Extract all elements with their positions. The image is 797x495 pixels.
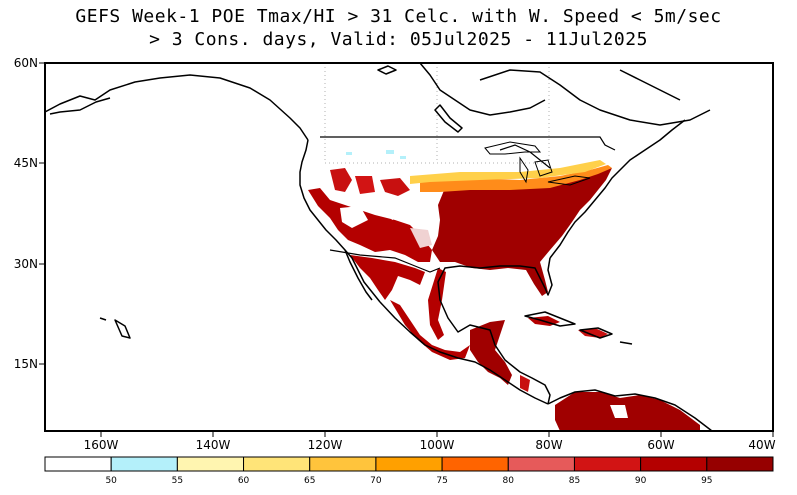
legend-label: 70 [370, 476, 382, 486]
legend-swatch [573, 456, 642, 472]
lon-label-80w: 80W [535, 438, 562, 452]
color-legend: 50 55 60 65 70 75 80 85 90 95 [44, 456, 774, 486]
legend-swatch [176, 456, 245, 472]
legend-swatch [375, 456, 443, 472]
legend-label: 60 [238, 476, 250, 486]
lon-label-140w: 140W [196, 438, 231, 452]
lon-label-120w: 120W [308, 438, 343, 452]
legend-label: 50 [105, 476, 117, 486]
lat-axis: 60N 45N 30N 15N [14, 56, 45, 371]
lon-label-100w: 100W [420, 438, 455, 452]
great-lakes [484, 141, 591, 186]
legend-label: 75 [436, 476, 447, 486]
lat-label-60n: 60N [14, 56, 38, 70]
legend-swatch [44, 456, 112, 472]
probability-shading [308, 150, 700, 431]
lat-label-30n: 30N [14, 257, 38, 271]
coastlines [45, 63, 713, 431]
lon-label-40w: 40W [748, 438, 775, 452]
legend-swatch [309, 456, 377, 472]
legend-label: 95 [701, 476, 712, 486]
lon-axis: 160W 140W 120W 100W 80W 60W 40W [84, 431, 776, 452]
map-frame [44, 62, 774, 432]
legend-swatch [110, 456, 178, 472]
legend-swatch [243, 456, 311, 472]
legend-label: 65 [304, 476, 315, 486]
legend-label: 80 [503, 476, 515, 486]
legend-label: 55 [172, 476, 183, 486]
graticule [324, 63, 550, 164]
lon-label-60w: 60W [647, 438, 674, 452]
legend-swatch [706, 456, 774, 472]
legend-swatch [640, 456, 708, 472]
legend-swatch [441, 456, 509, 472]
title-line2: > 3 Cons. days, Valid: 05Jul2025 - 11Jul… [149, 29, 648, 50]
lon-label-160w: 160W [84, 438, 119, 452]
legend-swatch [507, 456, 575, 472]
legend-label: 90 [635, 476, 647, 486]
title-line1: GEFS Week-1 POE Tmax/HI > 31 Celc. with … [75, 6, 722, 27]
legend-label: 85 [569, 476, 580, 486]
lat-label-45n: 45N [14, 156, 38, 170]
lat-label-15n: 15N [14, 357, 38, 371]
